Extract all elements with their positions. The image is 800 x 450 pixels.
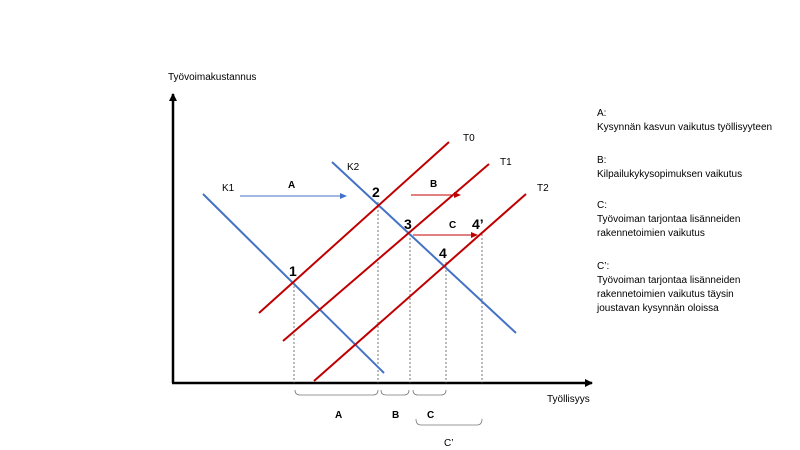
- bracket-label-c: C: [427, 410, 434, 421]
- legend-desc-cprime-line-3: joustavan kysynnän oloissa: [597, 303, 719, 314]
- bracket-c: [412, 389, 447, 396]
- bracket-a: [294, 389, 379, 396]
- legend-key-cprime: C’:: [597, 261, 610, 272]
- point-label-4prime: 4’: [472, 216, 484, 232]
- demand-curve-k1: [202, 193, 385, 374]
- legend-desc-cprime-line-2: rakennetoimien vaikutus täysin: [597, 289, 734, 300]
- legend-c: C: Työvoiman tarjontaa lisänneiden raken…: [597, 199, 797, 241]
- demand-curve-k2: [331, 161, 517, 334]
- supply-curve-t1: [282, 163, 490, 342]
- legend-key-a: A:: [597, 108, 607, 119]
- point-label-3: 3: [404, 216, 412, 232]
- legend-a: A: Kysynnän kasvun vaikutus työllisyytee…: [597, 107, 797, 135]
- point-label-4: 4: [439, 245, 447, 261]
- point-label-1: 1: [289, 263, 297, 279]
- curve-label-k1: K1: [222, 183, 235, 194]
- curve-label-t0: T0: [463, 133, 475, 144]
- curve-label-k2: K2: [347, 162, 360, 173]
- x-axis-label: Työllisyys: [547, 394, 590, 405]
- curve-label-t2: T2: [537, 183, 549, 194]
- legend-key-c: C:: [597, 200, 607, 211]
- legend-key-b: B:: [597, 155, 607, 166]
- supply-curve-t2: [313, 193, 527, 382]
- legend-desc-b-line-1: Kilpailukykysopimuksen vaikutus: [597, 169, 743, 180]
- point-label-2: 2: [372, 184, 380, 200]
- legend-desc-a-line-1: Kysynnän kasvun vaikutus työllisyyteen: [597, 122, 773, 133]
- shift-arrow-a-label: A: [288, 180, 295, 191]
- shift-arrow-c-label: C: [449, 220, 456, 231]
- bracket-label-cprime: C’: [444, 438, 453, 449]
- bracket-cprime: [415, 418, 483, 426]
- bracket-label-b: B: [392, 410, 399, 421]
- legend-desc-c-line-2: rakennetoimien vaikutus: [597, 228, 705, 239]
- legend-desc-c-line-1: Työvoiman tarjontaa lisänneiden: [597, 214, 741, 225]
- curve-label-t1: T1: [500, 157, 512, 168]
- supply-curve-t0: [258, 141, 450, 314]
- y-axis-label: Työvoimakustannus: [168, 72, 256, 83]
- bracket-label-a: A: [335, 410, 342, 421]
- legend-desc-cprime-line-1: Työvoiman tarjontaa lisänneiden: [597, 275, 741, 286]
- shift-arrow-b-label: B: [430, 179, 437, 190]
- legend-b: B: Kilpailukykysopimuksen vaikutus: [597, 154, 797, 182]
- legend-cprime: C’: Työvoiman tarjontaa lisänneiden rake…: [597, 260, 797, 316]
- bracket-b: [380, 389, 410, 396]
